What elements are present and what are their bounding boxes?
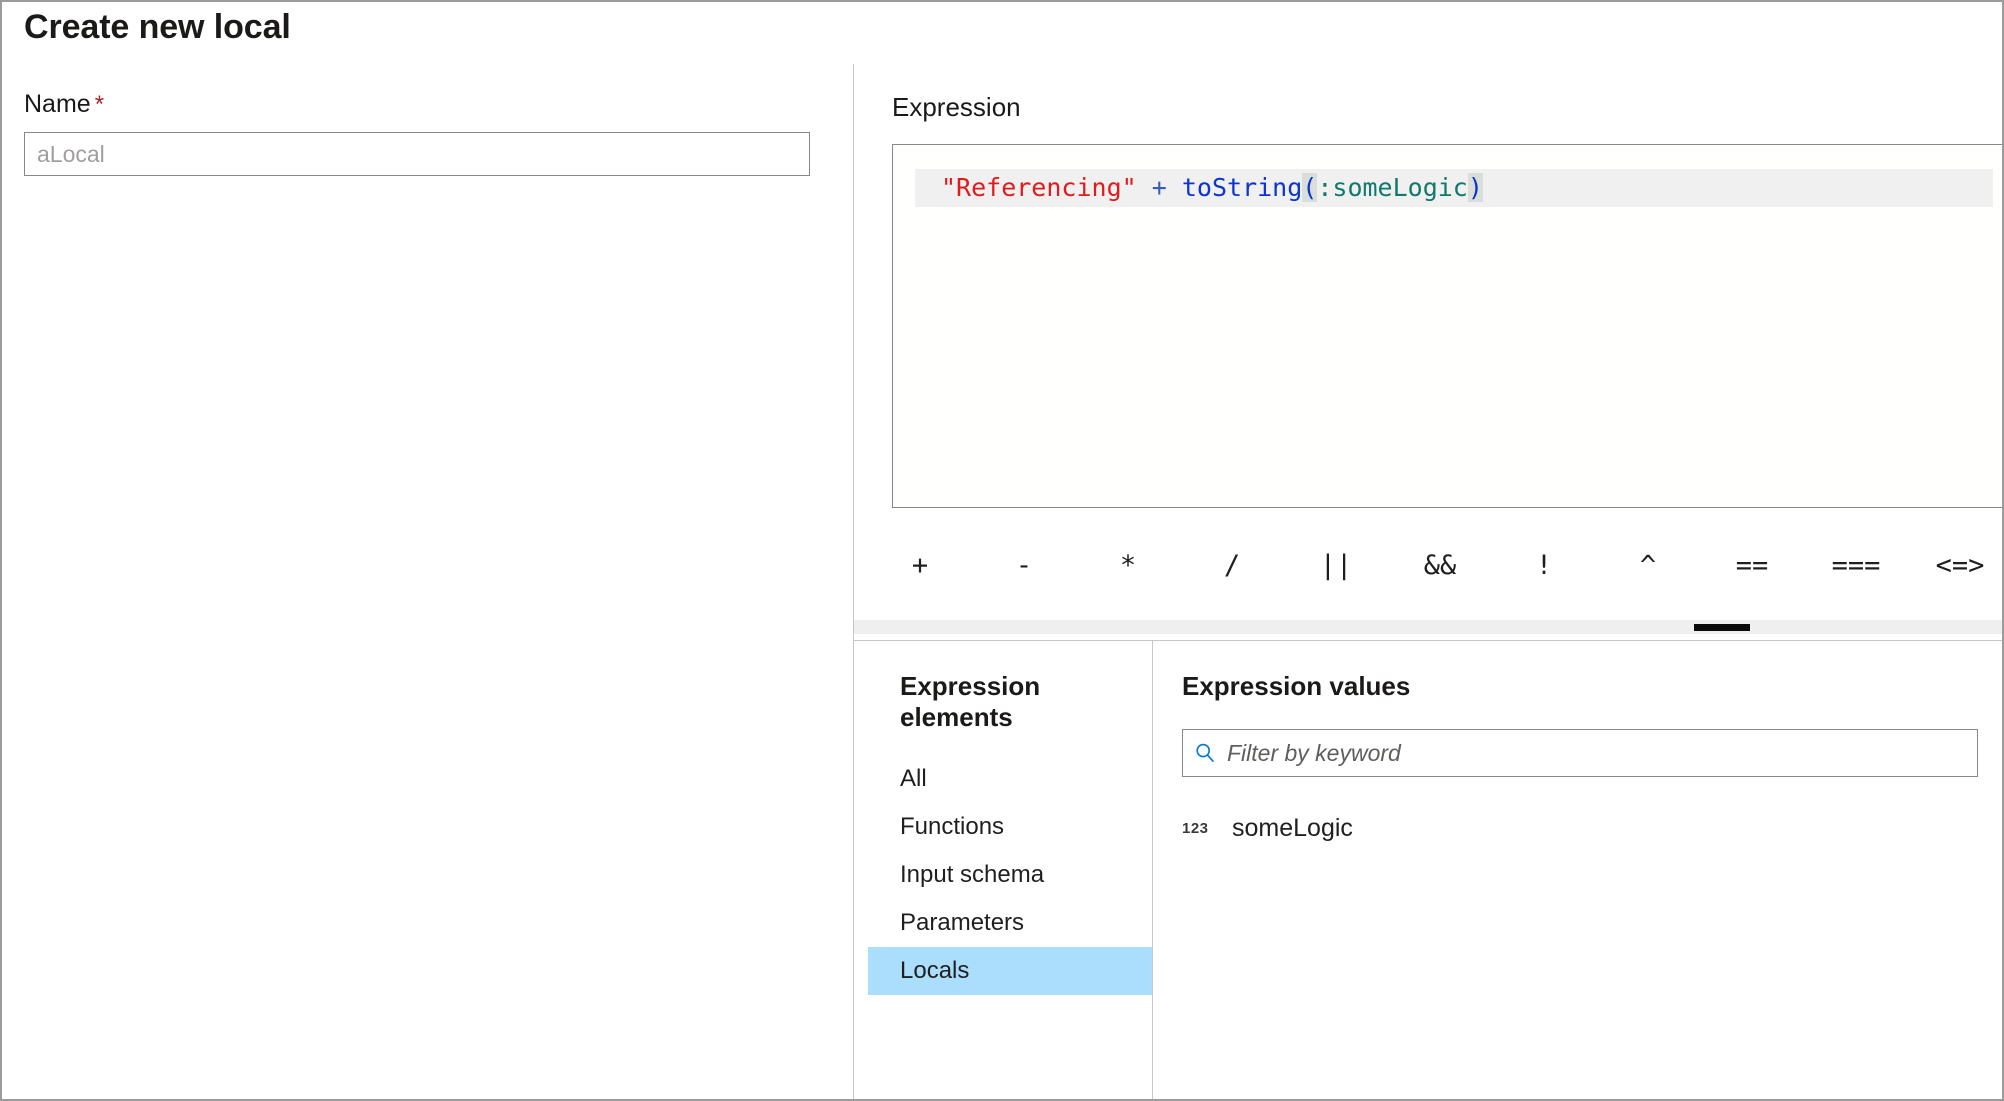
expression-value-item[interactable]: 123 someLogic [1154,803,2002,853]
expression-element-item[interactable]: All [900,765,927,792]
expression-element-item[interactable]: Parameters [900,909,1025,936]
operator-toolbar-scrollbar-track[interactable] [854,620,2002,634]
code-token-function: toString [1181,173,1303,202]
operator-button[interactable]: <=> [1935,550,1985,581]
operator-button[interactable]: == [1735,550,1769,581]
operator-button[interactable]: || [1319,550,1353,581]
expression-elements-list: All Functions Input schema Parameters Locals [868,755,1152,995]
expression-values-pane: Expression values 123 someLogic [1154,641,2002,1099]
expression-values-list: 123 someLogic [1154,803,2002,853]
name-input[interactable] [24,132,810,176]
search-icon [1183,741,1227,765]
expression-values-heading: Expression values [1182,671,1411,701]
required-asterisk-icon: * [94,91,105,118]
code-token-identifier: :someLogic [1317,173,1468,202]
operator-button[interactable]: ^ [1639,550,1657,581]
filter-input[interactable] [1227,739,1977,767]
value-name-label: someLogic [1232,813,1353,842]
code-token-plus: + [1151,173,1167,202]
name-label: Name * [24,90,104,119]
name-label-text: Name [24,90,91,118]
code-token-space2 [1167,173,1182,202]
toolbar-divider [854,640,2002,641]
operator-toolbar-scrollbar-thumb[interactable] [1694,624,1750,631]
operator-button[interactable]: ! [1535,550,1553,581]
filter-field[interactable] [1182,729,1978,777]
code-token-open-paren: ( [1302,173,1318,202]
operator-button[interactable]: === [1831,550,1881,581]
page-title: Create new local [24,8,291,46]
name-pane: Name * [2,64,853,1099]
expression-element-item[interactable]: Input schema [900,861,1045,888]
expression-pane: Expression "Referencing" + toString(:som… [854,64,2002,1099]
operator-button[interactable]: / [1223,550,1241,581]
value-type-badge: 123 [1182,819,1209,837]
expression-editor[interactable]: "Referencing" + toString(:someLogic) [892,144,2002,508]
operator-button[interactable]: && [1423,550,1457,581]
expression-element-item[interactable]: Functions [900,813,1005,840]
code-token-string: "Referencing" [941,173,1137,202]
expression-element-item[interactable]: Locals [868,947,1152,995]
active-line-highlight [915,169,1993,207]
expression-elements-pane: Expression elements All Functions Input sc… [868,641,1153,1099]
code-token-close-paren: ) [1467,173,1483,202]
expression-code: "Referencing" + toString(:someLogic) [941,171,1483,205]
operator-button[interactable]: + [911,550,929,581]
operator-button[interactable]: - [1015,550,1033,581]
code-token-space1 [1137,173,1152,202]
pane-divider [853,64,854,1099]
operator-toolbar: + - * / || &&! ^ == === <=> [854,526,2002,622]
expression-elements-heading: Expression elements [900,671,1041,732]
operator-button[interactable]: * [1119,550,1137,581]
expression-label: Expression [892,92,1021,122]
